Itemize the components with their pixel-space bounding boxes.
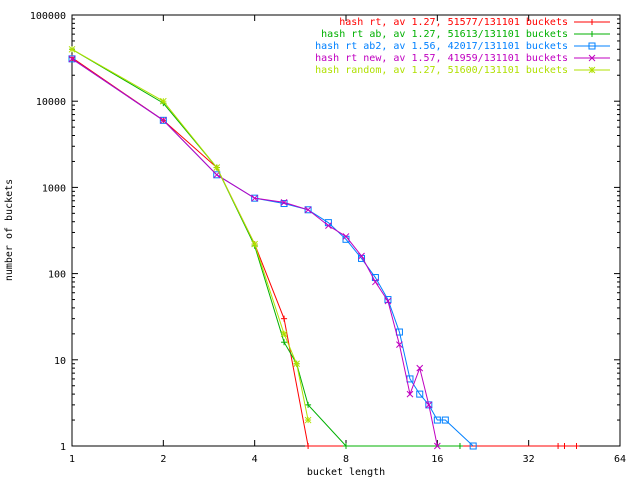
y-tick-label: 1 — [60, 442, 66, 453]
y-tick-label: 1000 — [42, 183, 66, 194]
y-axis-label: number of buckets — [4, 179, 15, 281]
x-axis-label: bucket length — [307, 467, 385, 478]
data-point — [456, 443, 463, 449]
data-point — [280, 330, 288, 338]
data-point — [342, 233, 350, 240]
data-point — [68, 55, 76, 63]
data-point — [293, 360, 300, 368]
x-tick-label: 8 — [343, 454, 349, 465]
legend-entry-label: hash random, av 1.27, 51600/131101 bucke… — [315, 65, 568, 76]
plot-frame — [71, 14, 621, 447]
data-point — [425, 401, 433, 409]
data-point — [213, 171, 221, 179]
data-point — [159, 116, 167, 124]
legend-entry-label: hash rt, av 1.27, 51577/131101 buckets — [339, 17, 568, 28]
data-point — [396, 341, 403, 348]
data-point — [416, 364, 424, 372]
data-point — [588, 66, 596, 74]
data-point — [588, 42, 596, 50]
data-point — [588, 54, 596, 62]
x-tick-label: 2 — [160, 454, 166, 465]
data-point — [251, 240, 259, 248]
series-line — [71, 57, 577, 447]
data-point — [280, 199, 288, 206]
data-point — [406, 390, 414, 398]
data-point — [433, 442, 441, 450]
data-point — [555, 443, 562, 449]
data-point — [251, 194, 259, 202]
legend-sample — [574, 54, 610, 62]
data-point — [159, 97, 167, 105]
data-point — [589, 19, 595, 25]
data-point — [68, 55, 76, 63]
data-point — [281, 339, 288, 346]
axis-ticks — [71, 14, 621, 447]
series-line — [71, 58, 474, 447]
data-point — [384, 297, 392, 305]
x-tick-label: 64 — [614, 454, 626, 465]
data-point — [573, 443, 580, 449]
series-line — [71, 48, 309, 421]
x-tick-label: 32 — [523, 454, 535, 465]
data-point — [304, 206, 312, 214]
data-point — [441, 416, 449, 424]
data-point — [68, 45, 76, 53]
data-point — [469, 442, 477, 450]
x-tick-label: 1 — [69, 454, 75, 465]
data-point — [159, 116, 167, 124]
data-point — [213, 164, 221, 171]
data-point — [325, 222, 332, 230]
series-line — [71, 58, 438, 447]
x-tick-label: 16 — [431, 454, 443, 465]
legend-sample — [574, 66, 610, 74]
data-point — [305, 401, 312, 408]
data-point — [372, 278, 379, 286]
y-tick-label: 10000 — [36, 97, 66, 108]
data-point — [561, 443, 568, 449]
legend-sample — [574, 19, 610, 25]
series-4 — [68, 55, 441, 450]
legend: hash rt, av 1.27, 51577/131101 bucketsha… — [315, 17, 610, 76]
data-point — [589, 31, 595, 37]
legend-entry-label: hash rt ab2, av 1.56, 42017/131101 bucke… — [315, 41, 568, 52]
series-2 — [69, 46, 463, 449]
data-point — [371, 274, 379, 282]
series-1 — [69, 54, 580, 449]
legend-sample — [574, 31, 610, 37]
y-tick-label: 10 — [54, 356, 66, 367]
legend-entry-label: hash rt ab, av 1.27, 51613/131101 bucket… — [321, 29, 568, 40]
data-point — [425, 401, 433, 409]
series-3 — [68, 55, 477, 450]
series-layer — [68, 45, 580, 450]
series-line — [71, 48, 460, 447]
legend-entry-label: hash rt new, av 1.57, 41959/131101 bucke… — [315, 53, 568, 64]
data-point — [416, 390, 424, 398]
legend-sample — [574, 42, 610, 50]
data-point — [304, 416, 312, 424]
data-point — [304, 206, 312, 214]
y-tick-label: 100 — [48, 270, 66, 281]
data-point — [305, 443, 312, 449]
x-tick-label: 4 — [252, 454, 258, 465]
data-point — [213, 171, 221, 179]
axis-tick-labels: 1 2 4 8 16 32 64 1 10 100 1000 10000 100000 — [30, 11, 626, 465]
y-tick-label: 100000 — [30, 11, 66, 22]
data-point — [281, 315, 288, 322]
data-point — [358, 252, 365, 260]
series-5 — [68, 45, 312, 424]
data-point — [433, 416, 441, 424]
data-point — [343, 443, 349, 449]
